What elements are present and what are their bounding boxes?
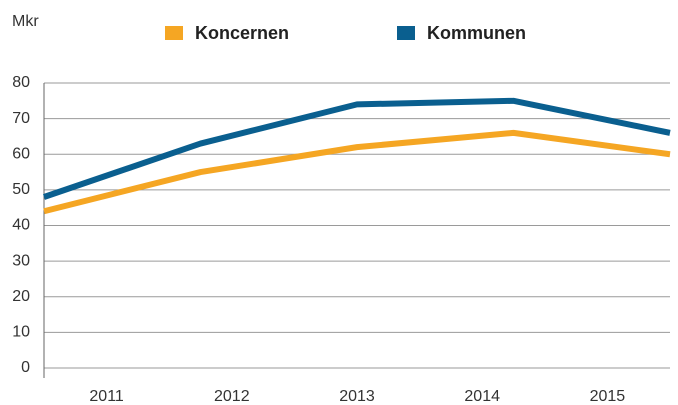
x-tick-label: 2011: [89, 388, 124, 405]
y-axis-label: Mkr: [12, 13, 39, 30]
line-series: [43, 97, 671, 200]
y-tick-label: 20: [12, 288, 30, 305]
y-tick-label: 70: [12, 110, 30, 127]
y-tick-label: 0: [21, 359, 30, 376]
x-tick-label: 2012: [214, 388, 250, 405]
y-tick-label: 30: [12, 252, 30, 269]
x-tick-label: 2015: [590, 388, 626, 405]
legend-text: Koncernen: [195, 23, 289, 43]
y-tick-label: 40: [12, 217, 30, 234]
x-tick-label: 2014: [464, 388, 500, 405]
legend-text: Kommunen: [427, 23, 526, 43]
y-tick-label: 50: [12, 181, 30, 198]
line-series: [43, 129, 671, 215]
y-tick-label: 10: [12, 324, 30, 341]
x-tick-label: 2013: [339, 388, 375, 405]
legend-swatch: [165, 26, 183, 40]
y-tick-label: 60: [12, 145, 30, 162]
y-tick-label: 80: [12, 74, 30, 91]
legend-swatch: [397, 26, 415, 40]
